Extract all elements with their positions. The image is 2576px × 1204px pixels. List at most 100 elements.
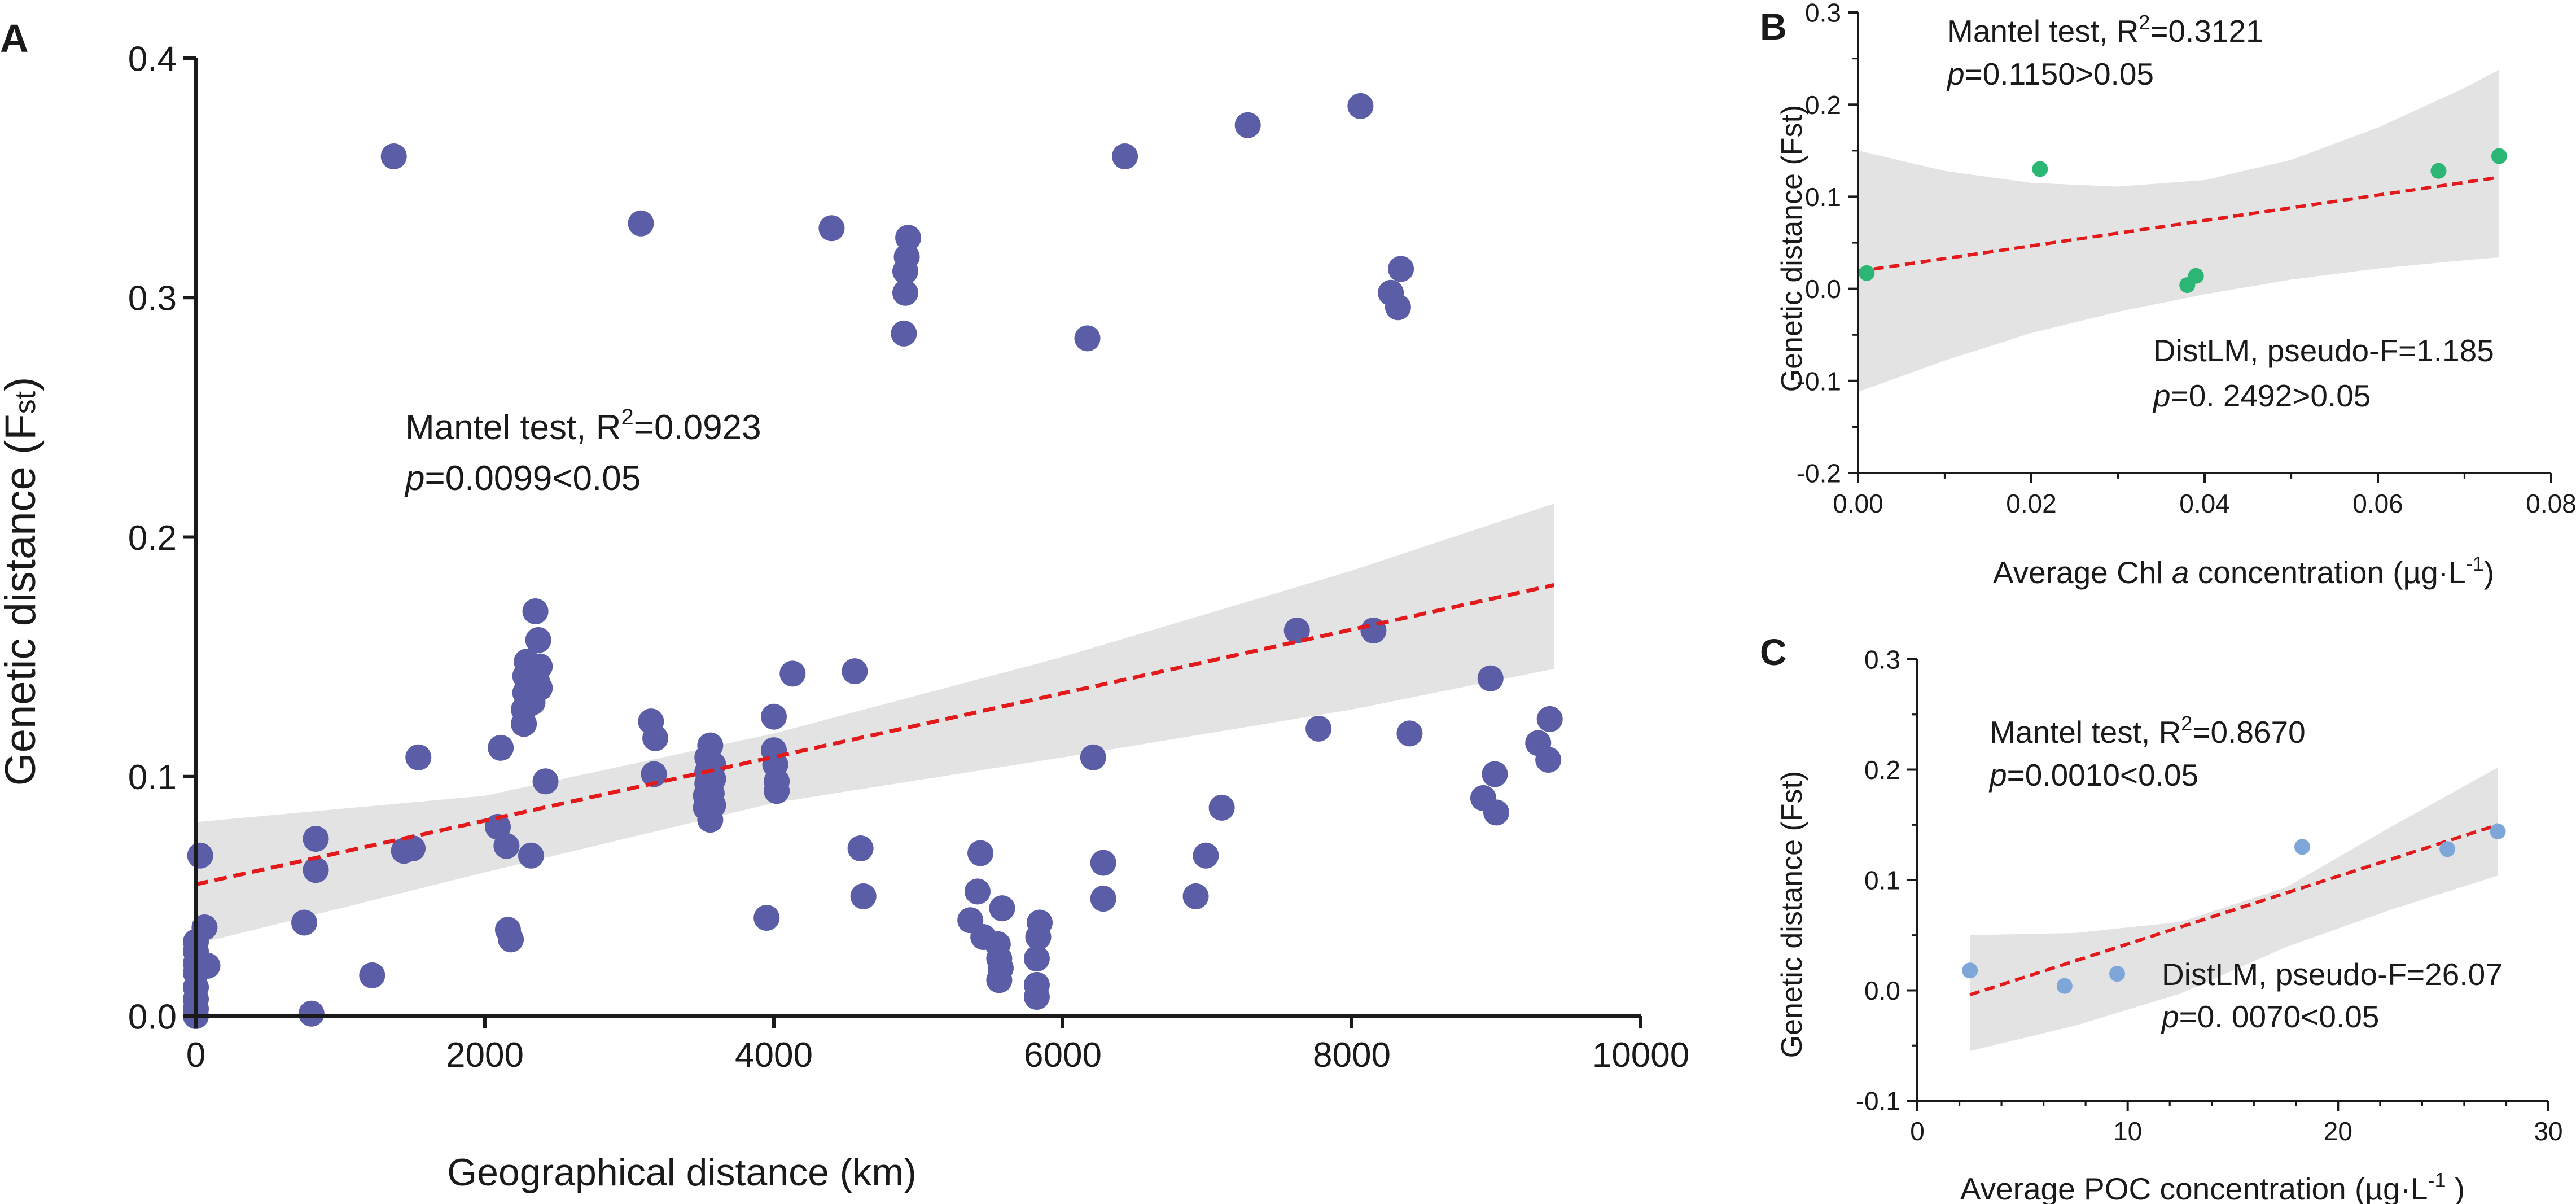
panel-a-point-103 (1483, 799, 1509, 826)
panel-a-p-value: p=0.0099<0.05 (404, 459, 641, 498)
panel-a-point-21 (488, 734, 514, 761)
panel-c-x-tick-label-3: 30 (2534, 1117, 2562, 1146)
panel-a-point-102 (1482, 761, 1508, 787)
panel-c-point-1 (2056, 978, 2073, 994)
panel-a: A 0 2000 4000 6000 8000 100000.00.10.20.30.4 … (0, 16, 1689, 1194)
panel-a-point-92 (1283, 617, 1310, 643)
panel-a-point-38 (628, 210, 654, 237)
panel-a-point-15 (359, 962, 385, 988)
panel-a-point-105 (1535, 747, 1562, 773)
panel-c-y-axis-label: Genetic distance (Fst) (1776, 771, 1808, 1058)
panel-a-point-34 (525, 627, 551, 653)
panel-a-point-97 (1385, 294, 1411, 321)
panel-a-point-50 (700, 792, 726, 818)
panel-a-point-37 (532, 768, 559, 795)
panel-c-y-tick-label-3: 0.2 (1864, 755, 1900, 785)
panel-a-point-54 (761, 703, 787, 730)
panel-a-point-65 (892, 279, 918, 306)
panel-b-trend-line (1857, 176, 2500, 273)
panel-a-trend-line (195, 583, 1555, 887)
panel-a-point-13 (303, 826, 329, 852)
panel-a-point-88 (1182, 883, 1209, 909)
panel-c-x-axis-label: Average POC concentration (µg·L-1 ) (1960, 1168, 2465, 1204)
panel-a-y-tick-label-3: 0.3 (128, 279, 177, 318)
panel-b-point-1 (2032, 161, 2048, 177)
panel-b-mantel-annotation: Mantel test, R2=0.3121 (1947, 11, 2263, 49)
panel-a-point-64 (891, 320, 917, 347)
panel-a-point-60 (818, 215, 845, 242)
panel-c-distlm-annotation: DistLM, pseudo-F=26.07 (2162, 957, 2503, 992)
panel-a-point-63 (850, 883, 877, 909)
panel-a-label: A (0, 16, 29, 60)
panel-b-y-tick-label-5: 0.3 (1805, 0, 1841, 28)
panel-c-distlm-p-value: p=0. 0070<0.05 (2161, 999, 2379, 1034)
panel-a-point-19 (405, 744, 432, 770)
panel-a-y-tick-label-1: 0.1 (128, 758, 177, 797)
panel-b-y-tick-label-0: -0.2 (1797, 459, 1841, 488)
panel-a-point-90 (1208, 794, 1235, 821)
panel-a-point-41 (642, 725, 669, 751)
panel-b-distlm-p-value: p=0. 2492>0.05 (2152, 378, 2371, 413)
panel-b-point-0 (1859, 265, 1875, 281)
panel-a-mantel-annotation: Mantel test, R2=0.0923 (405, 405, 761, 447)
panel-a-point-62 (847, 835, 874, 862)
panel-a-point-76 (987, 955, 1014, 982)
panel-a-x-tick-label-1: 2000 (446, 1036, 524, 1075)
panel-a-point-99 (1396, 720, 1423, 747)
panel-c-y-tick-label-0: -0.1 (1856, 1087, 1900, 1116)
panel-b-x-tick-label-0: 0.00 (1833, 489, 1883, 518)
panel-a-point-35 (527, 675, 553, 701)
panel-a-point-24 (498, 926, 524, 953)
panel-a-point-14 (303, 857, 329, 883)
panel-a-y-tick-label-2: 0.2 (128, 519, 177, 558)
panel-a-points (183, 93, 1563, 1029)
panel-a-point-86 (1090, 886, 1116, 912)
panel-b-x-tick-label-2: 0.04 (2179, 489, 2230, 518)
panel-b-x-tick-label-1: 0.02 (2006, 489, 2057, 518)
panel-a-x-tick-label-2: 4000 (735, 1036, 813, 1075)
panel-a-point-32 (522, 598, 549, 625)
panel-b-axes: 0.00 0.02 0.04 0.06 0.08 -0.2 -0.1 0.0 0.1 0.2 0.3 (1797, 0, 2576, 518)
panel-a-y-axis-label: Genetic distance (Fst) (0, 377, 45, 786)
panel-c-y-tick-label-4: 0.3 (1864, 645, 1900, 675)
panel-a-y-tick-label-4: 0.4 (128, 40, 177, 78)
panel-a-x-axis-label: Geographical distance (km) (447, 1151, 916, 1194)
panel-c-mantel-p-value: p=0.0010<0.05 (1988, 758, 2198, 793)
panel-a-point-11 (291, 909, 317, 936)
panel-c-axes: 0 10 20 30 -0.1 0.0 0.1 0.2 0.3 (1856, 645, 2563, 1146)
panel-a-point-82 (1027, 909, 1053, 936)
panel-a-point-40 (641, 761, 667, 787)
panel-c-mantel-annotation: Mantel test, R2=0.8670 (1990, 712, 2306, 750)
panel-c-point-4 (2439, 841, 2456, 857)
panel-a-point-9 (191, 914, 218, 941)
panel-a-point-98 (1388, 256, 1414, 282)
panel-a-point-8 (187, 842, 213, 869)
panel-b-y-tick-label-2: 0.0 (1805, 274, 1841, 304)
panel-c-y-tick-label-2: 0.1 (1864, 866, 1900, 895)
panel-a-point-67 (893, 244, 920, 270)
panel-b-points (1859, 148, 2507, 294)
panel-b-point-5 (2491, 148, 2507, 164)
panel-a-point-68 (895, 225, 922, 251)
panel-a-point-61 (842, 658, 868, 685)
panel-b-label: B (1760, 6, 1787, 47)
panel-a-point-89 (1193, 842, 1219, 869)
panel-a-point-59 (779, 660, 806, 687)
panel-c-trend-line (1969, 823, 2499, 997)
panel-b-x-tick-label-3: 0.06 (2352, 489, 2403, 518)
panel-a-axes: 0 2000 4000 6000 8000 10000 0.0 0.1 0.2 0.3 0.4 (128, 40, 1689, 1075)
panel-c-points (1962, 823, 2506, 994)
panel-b-x-axis-label: Average Chl a concentration (µg·L-1) (1993, 552, 2494, 590)
panel-a-point-12 (298, 1000, 325, 1027)
panel-a-y-tick-label-0: 0.0 (128, 997, 177, 1036)
panel-a-point-101 (1477, 665, 1504, 691)
panel-c-point-0 (1962, 962, 1978, 979)
panel-b-y-tick-label-3: 0.1 (1805, 182, 1841, 212)
panel-a-point-22 (493, 833, 520, 859)
panel-a-x-tick-label-3: 6000 (1024, 1036, 1102, 1075)
panel-c-point-3 (2294, 839, 2310, 855)
panel-b-y-axis-label: Genetic distance (Fst) (1776, 105, 1808, 392)
panel-b-x-tick-label-4: 0.08 (2526, 489, 2576, 518)
panel-a-point-36 (527, 653, 553, 680)
